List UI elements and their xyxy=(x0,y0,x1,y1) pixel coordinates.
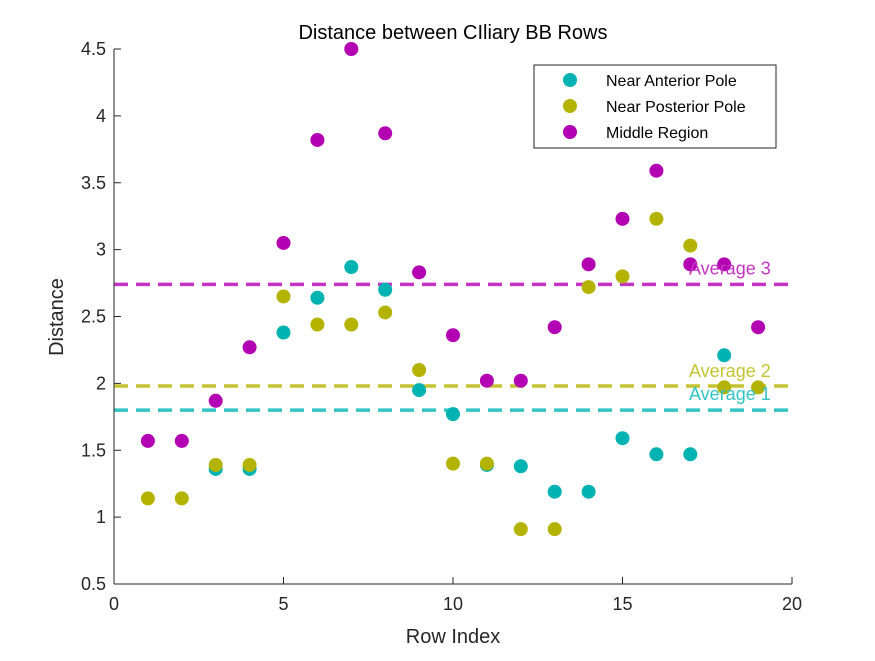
data-point xyxy=(446,328,460,343)
data-point xyxy=(412,383,427,398)
data-point xyxy=(310,290,325,305)
data-point xyxy=(276,325,291,340)
y-tick-label: 3.5 xyxy=(81,173,106,193)
data-point xyxy=(649,447,664,462)
data-point xyxy=(344,317,359,332)
data-point xyxy=(446,407,460,422)
reference-line-label: Average 3 xyxy=(689,258,771,278)
data-point xyxy=(242,340,257,355)
x-tick-label: 15 xyxy=(612,594,632,614)
legend: Near Anterior Pole Near Posterior Pole Mid… xyxy=(533,64,777,149)
y-tick-label: 2 xyxy=(96,373,106,393)
data-point xyxy=(751,320,766,335)
legend-marker xyxy=(563,99,577,113)
x-tick-label: 10 xyxy=(443,594,463,614)
data-point xyxy=(310,132,325,147)
data-point xyxy=(751,380,766,395)
data-point xyxy=(344,42,359,56)
data-point xyxy=(140,491,155,506)
data-point xyxy=(513,522,528,537)
data-point xyxy=(140,433,155,448)
y-tick-label: 3 xyxy=(96,240,106,260)
data-point xyxy=(208,457,223,472)
reference-line-labels: Average 1 Average 2 Average 3 xyxy=(689,258,771,404)
y-tick-label: 0.5 xyxy=(81,574,106,594)
reference-line-label: Average 2 xyxy=(689,361,771,381)
data-point xyxy=(378,305,393,320)
data-point xyxy=(649,163,664,178)
data-point xyxy=(208,393,223,408)
x-axis-title: Row Index xyxy=(406,626,501,648)
data-point xyxy=(276,289,291,304)
axes: 0 5 10 15 20 0.5 1 1.5 2 2.5 3 3.5 4 4.5 xyxy=(81,39,802,614)
data-point xyxy=(446,456,460,471)
x-tick-label: 20 xyxy=(782,594,802,614)
data-point xyxy=(581,257,596,272)
legend-marker xyxy=(563,125,577,139)
legend-marker xyxy=(563,73,577,87)
y-tick-label: 4.5 xyxy=(81,39,106,59)
data-point xyxy=(513,373,528,388)
data-point xyxy=(717,348,732,363)
y-tick-label: 1 xyxy=(96,507,106,527)
data-point xyxy=(717,380,732,395)
data-point xyxy=(276,235,291,250)
data-point xyxy=(479,373,494,388)
legend-label: Near Anterior Pole xyxy=(606,73,737,90)
data-point xyxy=(412,265,427,280)
data-point xyxy=(683,238,698,253)
data-point xyxy=(717,257,732,272)
data-point xyxy=(581,484,596,499)
data-point xyxy=(513,459,528,474)
data-point xyxy=(581,280,596,295)
data-point xyxy=(378,282,393,297)
data-point xyxy=(649,211,664,226)
legend-label: Near Posterior Pole xyxy=(606,99,746,116)
data-point xyxy=(378,126,393,141)
y-tick-label: 1.5 xyxy=(81,440,106,460)
y-axis-title: Distance xyxy=(46,278,68,356)
data-point xyxy=(615,269,630,284)
data-point xyxy=(310,317,325,332)
reference-line-label: Average 1 xyxy=(689,384,771,404)
data-point xyxy=(547,484,562,499)
chart-title: Distance between CIliary BB Rows xyxy=(298,22,607,44)
data-point xyxy=(412,363,427,377)
data-point xyxy=(615,431,630,446)
data-point xyxy=(547,522,562,537)
data-point xyxy=(174,433,189,448)
y-tick-label: 2.5 xyxy=(81,307,106,327)
legend-label: Middle Region xyxy=(606,125,708,142)
data-point xyxy=(174,491,189,506)
x-tick-label: 5 xyxy=(278,594,288,614)
data-point xyxy=(683,257,698,272)
x-tick-label: 0 xyxy=(109,594,119,614)
data-point xyxy=(479,456,494,471)
y-tick-label: 4 xyxy=(96,106,106,126)
data-point xyxy=(615,211,630,226)
data-point xyxy=(242,457,257,472)
data-point xyxy=(547,320,562,335)
data-point xyxy=(683,447,698,462)
data-points xyxy=(140,42,766,537)
data-point xyxy=(344,260,359,275)
